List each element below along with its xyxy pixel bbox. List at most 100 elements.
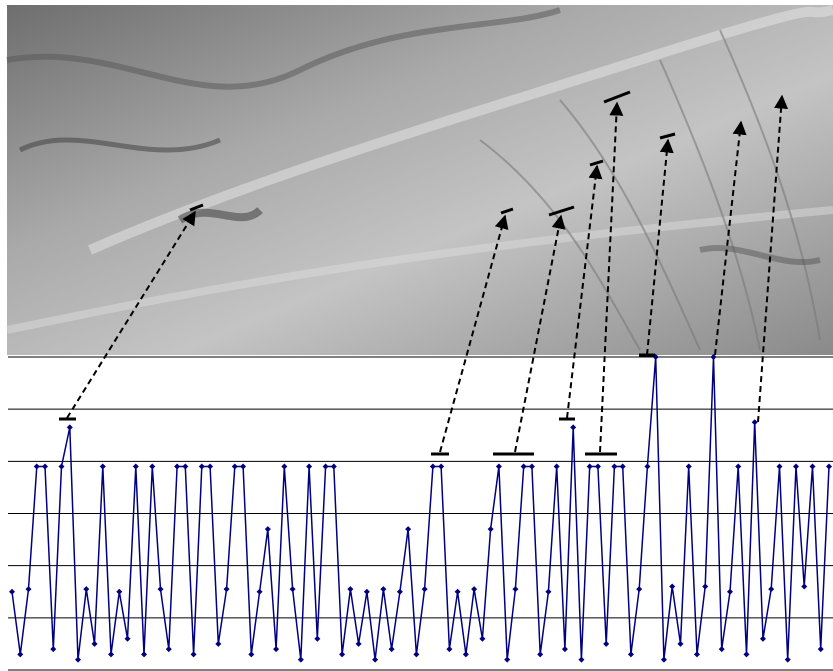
data-point — [17, 651, 23, 657]
data-point — [455, 589, 461, 595]
data-point — [42, 464, 48, 470]
data-point — [273, 646, 279, 652]
data-point — [174, 464, 180, 470]
data-point — [240, 464, 246, 470]
data-point — [793, 464, 799, 470]
data-point — [149, 464, 155, 470]
data-point — [611, 464, 617, 470]
data-point — [587, 464, 593, 470]
data-point — [768, 586, 774, 592]
data-point — [34, 464, 40, 470]
data-point — [661, 657, 667, 663]
data-point — [686, 464, 692, 470]
data-point — [430, 464, 436, 470]
data-point — [488, 526, 494, 532]
data-point — [191, 651, 197, 657]
data-point — [413, 651, 419, 657]
data-point — [92, 641, 98, 647]
data-point — [116, 589, 122, 595]
data-point — [331, 464, 337, 470]
data-point — [108, 651, 114, 657]
data-point — [314, 636, 320, 642]
plot-area — [8, 354, 833, 670]
data-point — [554, 464, 560, 470]
data-point — [141, 651, 147, 657]
data-point — [133, 464, 139, 470]
data-point — [504, 657, 510, 663]
data-point — [628, 651, 634, 657]
data-point — [818, 646, 824, 652]
data-point — [100, 464, 106, 470]
data-point — [603, 641, 609, 647]
data-point — [347, 586, 353, 592]
data-point — [422, 586, 428, 592]
data-point — [207, 464, 213, 470]
data-point — [521, 464, 527, 470]
data-point — [496, 464, 502, 470]
data-point — [323, 464, 329, 470]
data-point — [166, 646, 172, 652]
data-point — [545, 589, 551, 595]
data-point — [644, 464, 650, 470]
data-point — [257, 589, 263, 595]
data-point — [677, 641, 683, 647]
data-point — [125, 636, 131, 642]
data-point — [306, 464, 312, 470]
data-point — [397, 589, 403, 595]
data-point — [512, 586, 518, 592]
data-point — [380, 586, 386, 592]
data-point — [50, 646, 56, 652]
data-point — [727, 589, 733, 595]
data-point — [9, 589, 15, 595]
data-point — [801, 584, 807, 590]
data-point — [570, 424, 576, 430]
data-point — [389, 646, 395, 652]
data-point — [59, 464, 65, 470]
data-point — [537, 651, 543, 657]
figure — [0, 0, 833, 671]
data-point — [26, 586, 32, 592]
load-line — [12, 357, 829, 660]
data-point — [290, 586, 296, 592]
data-point — [636, 586, 642, 592]
data-point — [182, 464, 188, 470]
data-point — [158, 586, 164, 592]
data-point — [562, 646, 568, 652]
data-point — [785, 657, 791, 663]
data-point — [83, 586, 89, 592]
data-point — [735, 464, 741, 470]
data-point — [405, 526, 411, 532]
data-point — [281, 464, 287, 470]
data-point — [232, 464, 238, 470]
data-point — [752, 419, 758, 425]
data-point — [743, 651, 749, 657]
data-point — [248, 651, 254, 657]
data-point — [356, 641, 362, 647]
data-point — [719, 646, 725, 652]
data-point — [669, 584, 675, 590]
data-point — [75, 657, 81, 663]
data-point — [776, 464, 782, 470]
data-point — [578, 657, 584, 663]
data-point — [265, 526, 271, 532]
data-point — [809, 464, 815, 470]
data-point — [67, 424, 73, 430]
data-point — [199, 464, 205, 470]
data-point — [702, 584, 708, 590]
data-point — [339, 651, 345, 657]
data-point — [479, 636, 485, 642]
data-point — [298, 657, 304, 663]
data-point — [364, 589, 370, 595]
data-point — [215, 641, 221, 647]
data-point — [438, 464, 444, 470]
data-point — [694, 651, 700, 657]
data-point — [760, 636, 766, 642]
data-point — [620, 464, 626, 470]
data-point — [463, 651, 469, 657]
sem-image — [7, 5, 833, 355]
data-point — [372, 657, 378, 663]
data-point — [471, 586, 477, 592]
data-point — [446, 646, 452, 652]
data-point — [826, 464, 832, 470]
data-point — [529, 464, 535, 470]
